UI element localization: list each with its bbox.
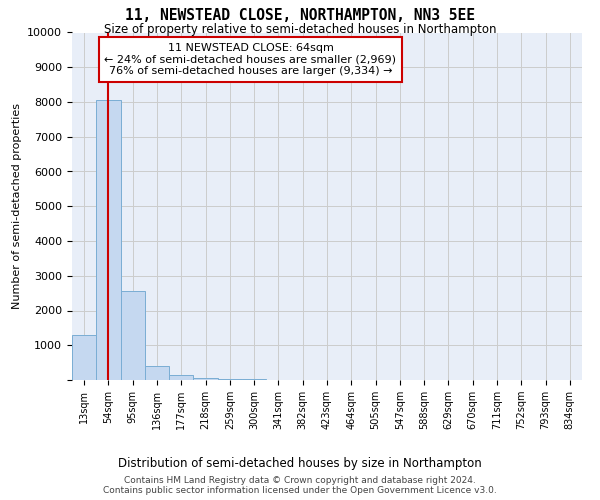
Bar <box>169 376 193 380</box>
Text: 11 NEWSTEAD CLOSE: 64sqm
← 24% of semi-detached houses are smaller (2,969)
76% o: 11 NEWSTEAD CLOSE: 64sqm ← 24% of semi-d… <box>104 43 397 76</box>
Bar <box>145 366 169 380</box>
Text: 11, NEWSTEAD CLOSE, NORTHAMPTON, NN3 5EE: 11, NEWSTEAD CLOSE, NORTHAMPTON, NN3 5EE <box>125 8 475 22</box>
Y-axis label: Number of semi-detached properties: Number of semi-detached properties <box>12 104 22 309</box>
Bar <box>72 335 96 380</box>
Text: Size of property relative to semi-detached houses in Northampton: Size of property relative to semi-detach… <box>104 22 496 36</box>
Bar <box>96 100 121 380</box>
Text: Distribution of semi-detached houses by size in Northampton: Distribution of semi-detached houses by … <box>118 458 482 470</box>
Text: Contains HM Land Registry data © Crown copyright and database right 2024.
Contai: Contains HM Land Registry data © Crown c… <box>103 476 497 495</box>
Bar <box>218 379 242 380</box>
Bar <box>193 378 218 380</box>
Bar <box>121 292 145 380</box>
